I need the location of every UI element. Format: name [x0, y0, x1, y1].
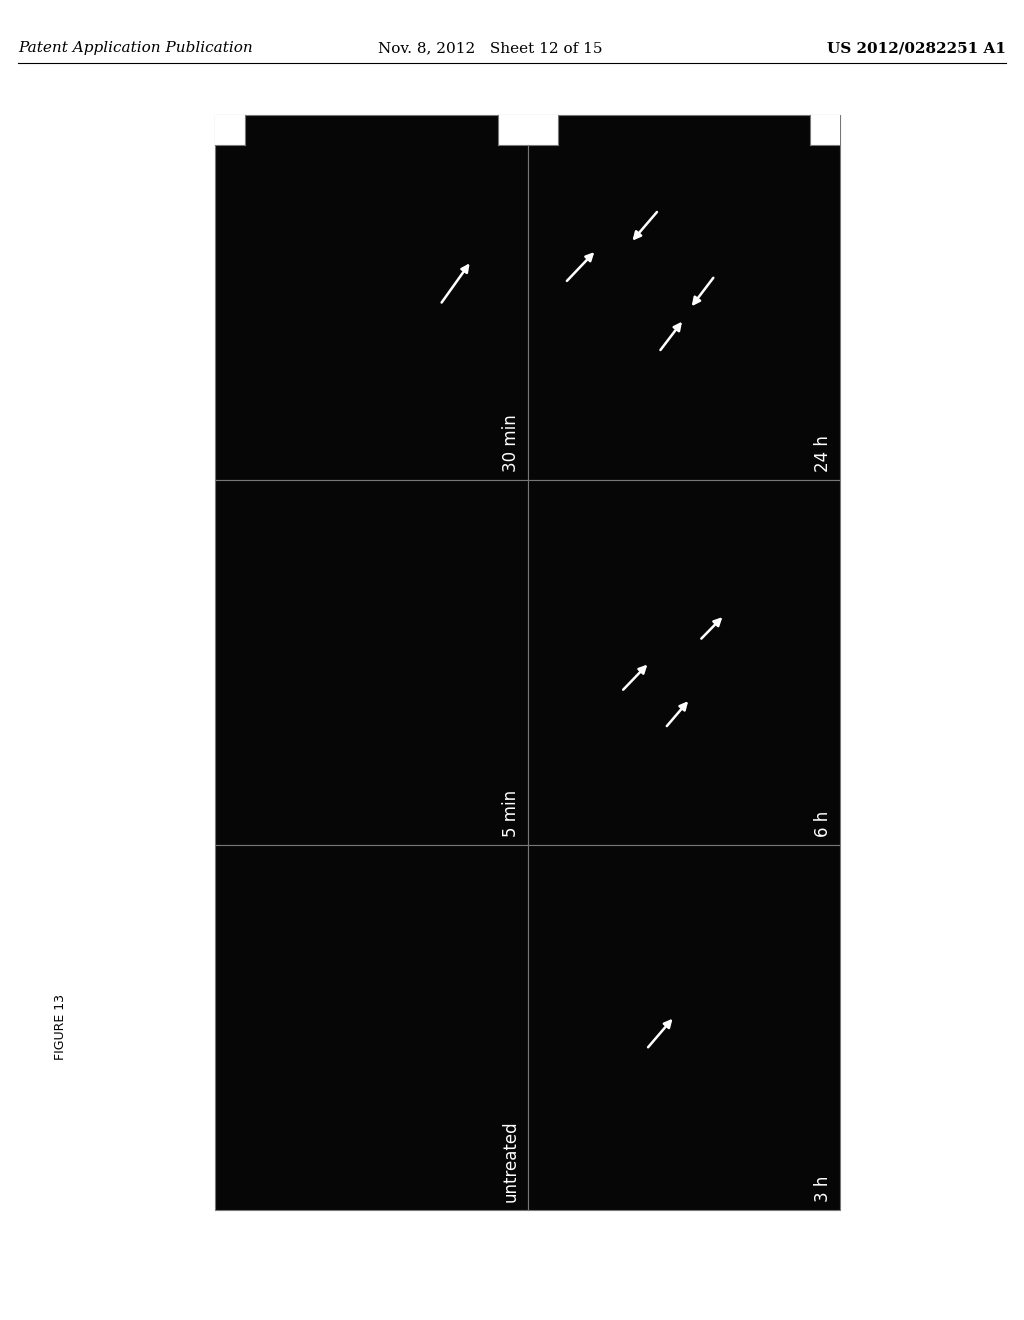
Bar — [527, 115, 557, 145]
Bar — [527, 115, 840, 480]
Bar — [215, 845, 527, 1210]
Text: 5 min: 5 min — [502, 789, 519, 837]
Bar — [527, 480, 840, 845]
Text: Nov. 8, 2012   Sheet 12 of 15: Nov. 8, 2012 Sheet 12 of 15 — [378, 41, 602, 55]
Text: 30 min: 30 min — [502, 414, 519, 473]
Text: 3 h: 3 h — [814, 1176, 831, 1203]
Text: 24 h: 24 h — [814, 436, 831, 473]
Text: 6 h: 6 h — [814, 810, 831, 837]
Text: Patent Application Publication: Patent Application Publication — [18, 41, 253, 55]
Bar — [527, 845, 840, 1210]
Text: untreated: untreated — [502, 1121, 519, 1203]
Bar — [498, 115, 527, 145]
Text: US 2012/0282251 A1: US 2012/0282251 A1 — [827, 41, 1006, 55]
Bar — [215, 115, 527, 480]
Bar — [810, 115, 840, 145]
Bar — [215, 115, 245, 145]
Text: FIGURE 13: FIGURE 13 — [53, 994, 67, 1060]
Bar — [215, 480, 527, 845]
